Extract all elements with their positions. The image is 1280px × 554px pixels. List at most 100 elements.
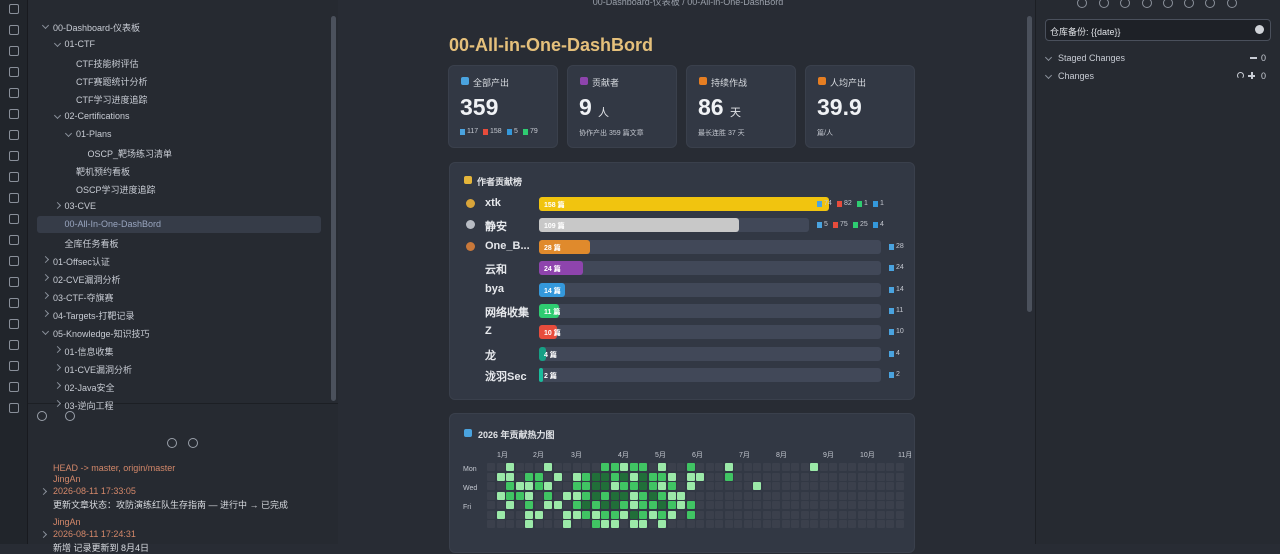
git-icon[interactable]: [37, 411, 47, 421]
tree-item[interactable]: OSCP学习进度追踪: [76, 185, 156, 195]
ribbon-icon[interactable]: [9, 277, 19, 287]
ribbon-icon[interactable]: [9, 235, 19, 245]
tree-item[interactable]: 02-Java安全: [64, 383, 115, 393]
ribbon-icon[interactable]: [9, 25, 19, 35]
heatmap-cell: [715, 482, 723, 490]
ribbon-icon[interactable]: [9, 298, 19, 308]
toolbar-icon[interactable]: [1142, 0, 1152, 8]
tree-item[interactable]: 01-CTF: [64, 39, 96, 49]
day-label: Mon: [463, 466, 477, 473]
heatmap-cell: [705, 520, 714, 528]
heatmap-cell: [762, 491, 771, 500]
tree-item[interactable]: OSCP_靶场练习清单: [87, 149, 173, 159]
heatmap-cell: [639, 491, 647, 500]
clear-input[interactable]: [1255, 25, 1264, 34]
heatmap-cell: [848, 463, 856, 471]
git-icon[interactable]: [167, 438, 177, 448]
heatmap-cell: [544, 520, 552, 528]
tree-item[interactable]: 02-CVE漏洞分析: [53, 275, 121, 285]
heatmap-cell: [791, 463, 799, 471]
heatmap-cell: [629, 520, 638, 528]
commit-input[interactable]: [1045, 19, 1271, 41]
heatmap-cell: [686, 491, 695, 500]
ribbon-icon[interactable]: [9, 403, 19, 413]
tree-item[interactable]: 靶机预约看板: [76, 167, 131, 177]
heatmap-cell: [686, 482, 695, 490]
heatmap-cell: [639, 472, 647, 481]
tree-item[interactable]: 00-All-In-One-DashBord: [64, 219, 162, 229]
tree-item[interactable]: 02-Certifications: [64, 111, 130, 121]
author-name: One_B...: [485, 239, 530, 252]
tag-count: 5: [824, 221, 828, 229]
tree-item[interactable]: 03-CVE: [64, 201, 97, 211]
heatmap-cell: [620, 472, 628, 481]
commit-message: 新增 记录更新到 8月4日: [53, 543, 150, 553]
commit-input-text[interactable]: 仓库备份: {{date}}: [1050, 27, 1121, 37]
heatmap-cell: [781, 520, 790, 528]
ribbon-icon[interactable]: [9, 130, 19, 140]
ribbon-icon[interactable]: [9, 4, 19, 14]
toolbar-icon[interactable]: [1077, 0, 1087, 8]
heatmap-cell: [705, 501, 714, 509]
toolbar-icon[interactable]: [1184, 0, 1194, 8]
ribbon-icon[interactable]: [9, 172, 19, 182]
ribbon-icon[interactable]: [9, 88, 19, 98]
bar-track: [539, 282, 881, 297]
ribbon-icon[interactable]: [9, 319, 19, 329]
tree-item[interactable]: 00-Dashboard-仪表板: [53, 23, 141, 33]
ribbon-icon[interactable]: [9, 46, 19, 56]
toolbar-icon[interactable]: [1227, 0, 1237, 8]
tree-item[interactable]: CTF技能树评估: [76, 59, 139, 69]
staged-minus[interactable]: [1250, 57, 1257, 59]
tree-item[interactable]: 05-Knowledge-知识技巧: [53, 329, 150, 339]
ribbon-icon[interactable]: [9, 193, 19, 203]
tree-item[interactable]: 03-CTF-夺旗赛: [53, 293, 114, 303]
toolbar-icon[interactable]: [1099, 0, 1109, 8]
heatmap-cell: [629, 472, 638, 481]
tree-item[interactable]: 01-CVE漏洞分析: [64, 365, 133, 375]
git-icon[interactable]: [65, 411, 75, 421]
heatmap-cell: [525, 501, 533, 509]
tree-item[interactable]: 全库任务看板: [64, 239, 119, 249]
heatmap-cell: [667, 510, 676, 519]
ribbon-icon[interactable]: [9, 109, 19, 119]
toolbar-icon[interactable]: [1205, 0, 1215, 8]
dashboard-title: 00-All-in-One-DashBord: [449, 35, 654, 55]
heatmap-cell: [686, 520, 695, 528]
right-panel: [1035, 0, 1280, 544]
tree-item[interactable]: 01-Offsec认证: [53, 257, 110, 267]
git-icon[interactable]: [188, 438, 198, 448]
ribbon-icon[interactable]: [9, 256, 19, 266]
toolbar-icon[interactable]: [1120, 0, 1130, 8]
changes-undo[interactable]: [1237, 72, 1244, 79]
tree-item[interactable]: 01-信息收集: [64, 347, 114, 357]
heatmap-cell: [496, 472, 505, 481]
changes-label[interactable]: Changes: [1058, 71, 1095, 81]
tree-item[interactable]: 04-Targets-打靶记录: [53, 311, 135, 321]
toolbar-icon[interactable]: [1163, 0, 1173, 8]
tag-count: 14: [896, 285, 904, 293]
ribbon-icon[interactable]: [9, 67, 19, 77]
tree-item[interactable]: CTF学习进度追踪: [76, 95, 148, 105]
tree-item[interactable]: CTF赛题统计分析: [76, 77, 148, 87]
ribbon-icon[interactable]: [9, 214, 19, 224]
changes-plus-v[interactable]: [1251, 72, 1253, 79]
bar-label: 158 篇: [544, 202, 565, 209]
heatmap-cell: [667, 520, 676, 528]
heatmap-cell: [743, 510, 752, 519]
bar-track: [539, 325, 881, 340]
heatmap-cell: [572, 472, 581, 481]
ribbon-icon[interactable]: [9, 361, 19, 371]
tree-item[interactable]: 03-逆向工程: [64, 401, 114, 411]
heatmap-cell: [515, 463, 524, 471]
ribbon-icon[interactable]: [9, 382, 19, 392]
heatmap-cell: [857, 463, 866, 471]
heatmap-cell: [772, 510, 780, 519]
ribbon-icon[interactable]: [9, 340, 19, 350]
staged-label[interactable]: Staged Changes: [1058, 53, 1126, 63]
heatmap-cell: [715, 472, 723, 481]
ribbon-icon[interactable]: [9, 151, 19, 161]
heatmap-cell: [506, 491, 514, 500]
tree-item[interactable]: 01-Plans: [76, 129, 112, 139]
heatmap-cell: [838, 491, 847, 500]
